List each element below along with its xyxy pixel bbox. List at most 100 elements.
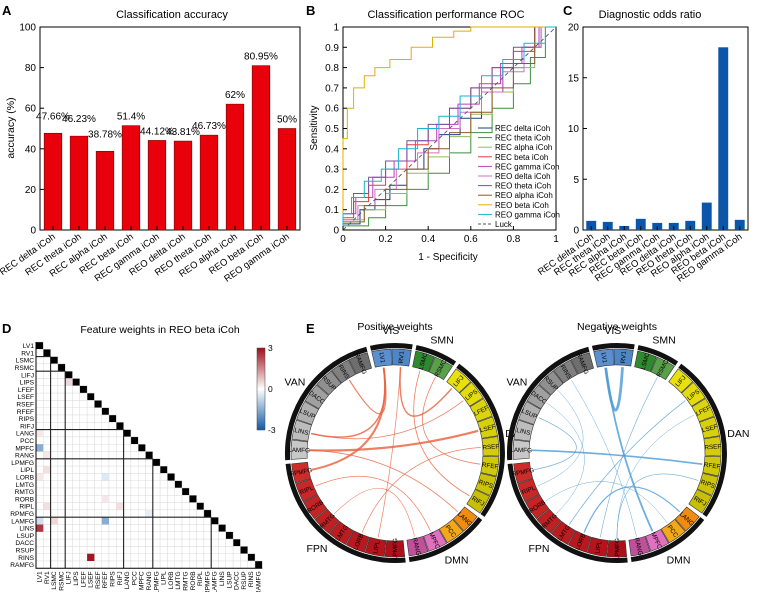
negative-link (532, 417, 577, 471)
heatmap-cell (43, 444, 51, 452)
heatmap-cell (50, 422, 59, 430)
panel-label-b: B (306, 3, 315, 18)
panel-e-title-positive: Positive weights (357, 321, 432, 333)
heatmap-value-cell (36, 429, 44, 437)
row-label: LIFJ (21, 372, 34, 379)
heatmap-cell (72, 531, 81, 540)
positive-node-label: LAMFG (288, 447, 310, 455)
positive-node-label: RANG (411, 537, 422, 556)
panel-c-title: Diagnostic odds ratio (599, 9, 702, 21)
heatmap-cell (108, 560, 117, 569)
negative-group-label: VAN (506, 377, 527, 389)
heatmap-cell (43, 458, 51, 467)
negative-node-segment (628, 536, 651, 557)
heatmap-cell (35, 436, 44, 445)
heatmap-cell (43, 495, 51, 503)
heatmap-cell (72, 473, 81, 481)
negative-group-band (591, 342, 635, 351)
negative-link (599, 376, 658, 538)
row-label: DACC (15, 540, 34, 547)
row-label: RORB (15, 496, 35, 503)
panel-label-a: A (2, 3, 12, 18)
heatmap-cell (43, 546, 51, 554)
negative-node-segment (536, 508, 562, 534)
heatmap-cell (72, 560, 81, 569)
heatmap-cell (167, 517, 175, 525)
col-label: PCC (131, 571, 138, 585)
heatmap-cell (35, 495, 44, 503)
y-tick-label: 0 (30, 226, 36, 237)
heatmap-cell (57, 487, 66, 496)
heatmap-cell (218, 531, 227, 540)
heatmap-cell (159, 517, 168, 525)
heatmap-cell (196, 538, 205, 547)
heatmap-cell (94, 407, 102, 416)
heatmap-cell (232, 546, 241, 554)
heatmap-cell (72, 407, 81, 416)
heatmap-cell (181, 538, 190, 547)
diagonal-cell (130, 436, 139, 445)
negative-node-segment (553, 359, 578, 384)
heatmap-cell (108, 480, 117, 489)
positive-link (399, 367, 453, 417)
heatmap-cell (196, 560, 205, 569)
heatmap-cell (86, 509, 95, 518)
positive-node-label: LSMC (418, 351, 430, 370)
heatmap-cell (130, 524, 139, 533)
heatmap-cell (50, 385, 59, 394)
positive-group-label: VIS (382, 325, 399, 337)
heatmap-cell (94, 546, 102, 554)
colorbar-tick-label: 0 (268, 384, 273, 394)
heatmap-cell (57, 436, 66, 445)
heatmap-cell (203, 531, 212, 540)
col-label: LANG (124, 571, 131, 589)
heatmap-cell (72, 480, 81, 489)
heatmap-cell (108, 465, 117, 474)
heatmap-cell (57, 385, 66, 394)
x-tick-label: 0.6 (464, 234, 478, 245)
positive-node-segment (291, 419, 312, 442)
heatmap-cell (35, 400, 44, 408)
diagonal-cell (86, 392, 95, 401)
diagonal-cell (203, 509, 212, 518)
heatmap-cell (94, 473, 102, 481)
diagonal-cell (35, 341, 44, 350)
heatmap-cell (167, 531, 175, 540)
negative-node-segment (703, 436, 722, 457)
positive-node-segment (316, 370, 342, 396)
heatmap-cell (101, 487, 110, 496)
row-label: LSEF (18, 394, 35, 401)
heatmap-cell (72, 509, 81, 518)
heatmap-cell (181, 509, 190, 518)
heatmap-cell (137, 480, 146, 489)
heatmap-cell (145, 517, 154, 525)
colorbar-tick-label: -3 (268, 425, 276, 435)
roc-series-line (342, 26, 557, 231)
positive-node-segment (314, 508, 340, 534)
heatmap-cell (79, 414, 88, 423)
heatmap-cell (225, 546, 234, 554)
heatmap-cell (57, 414, 66, 423)
heatmap-cell (174, 531, 183, 540)
heatmap-cell (210, 524, 219, 533)
col-label: RSUP (241, 571, 248, 590)
heatmap-cell (57, 422, 66, 430)
heatmap-cell (108, 553, 117, 562)
heatmap-cell (86, 517, 95, 525)
col-label: LIPS (73, 571, 80, 586)
diagonal-cell (94, 400, 102, 408)
heatmap-cell (159, 531, 168, 540)
x-tick-label: 0.4 (421, 234, 435, 245)
roc-series-line (342, 26, 556, 230)
bar (718, 47, 729, 230)
heatmap-cell (50, 473, 59, 481)
heatmap-cell (108, 487, 117, 496)
heatmap-cell (167, 480, 175, 489)
heatmap-cell (218, 553, 227, 562)
heatmap-cell (152, 509, 161, 518)
heatmap-cell (35, 487, 44, 496)
heatmap-cell (181, 546, 190, 554)
heatmap-cell (189, 509, 197, 518)
heatmap-cell (196, 524, 205, 533)
